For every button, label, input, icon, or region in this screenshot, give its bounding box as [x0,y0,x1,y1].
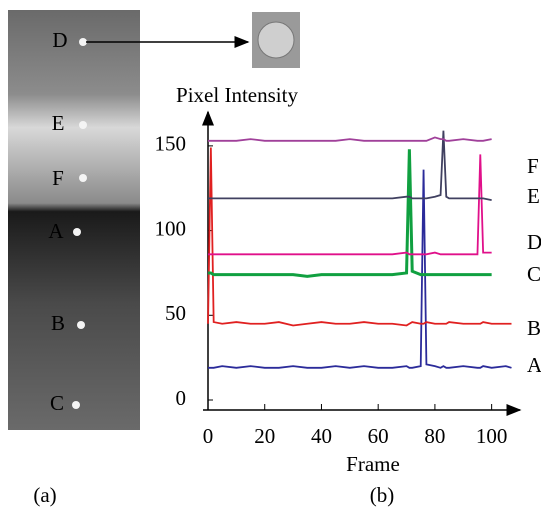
strip-label: B [51,311,65,335]
series-line [208,154,492,256]
y-tick-label: 100 [155,216,187,240]
series-label: A [527,353,541,377]
x-tick-label: 40 [311,424,332,448]
strip-label: D [52,28,67,52]
x-tick-label: 20 [254,424,275,448]
x-tick-label: 60 [368,424,389,448]
y-axis-label: Pixel Intensity [176,83,298,107]
inset-dot [257,21,295,59]
y-tick-label: 50 [165,301,186,325]
x-tick-label: 80 [424,424,445,448]
y-tick-label: 150 [155,132,187,156]
series-label: B [527,316,541,340]
series-line [208,149,492,278]
strip-label: E [52,111,65,135]
series-label: C [527,262,541,286]
dots [72,38,87,409]
y-tick-label: 0 [176,386,187,410]
x-axis-label: Frame [346,452,400,476]
series-label: D [527,230,541,254]
strip-label: A [48,219,64,243]
x-tick-label: 0 [203,424,214,448]
series-line [208,136,492,142]
photo-strip [8,10,140,430]
strip-label: C [50,391,64,415]
x-tick-label: 100 [476,424,508,448]
caption: (a) [33,483,56,507]
series-line [207,147,512,327]
series-line [208,169,512,369]
strip-label: F [52,166,64,190]
series-label: E [527,184,540,208]
series-label: F [527,154,539,178]
series-line [208,130,492,201]
caption: (b) [370,483,395,507]
